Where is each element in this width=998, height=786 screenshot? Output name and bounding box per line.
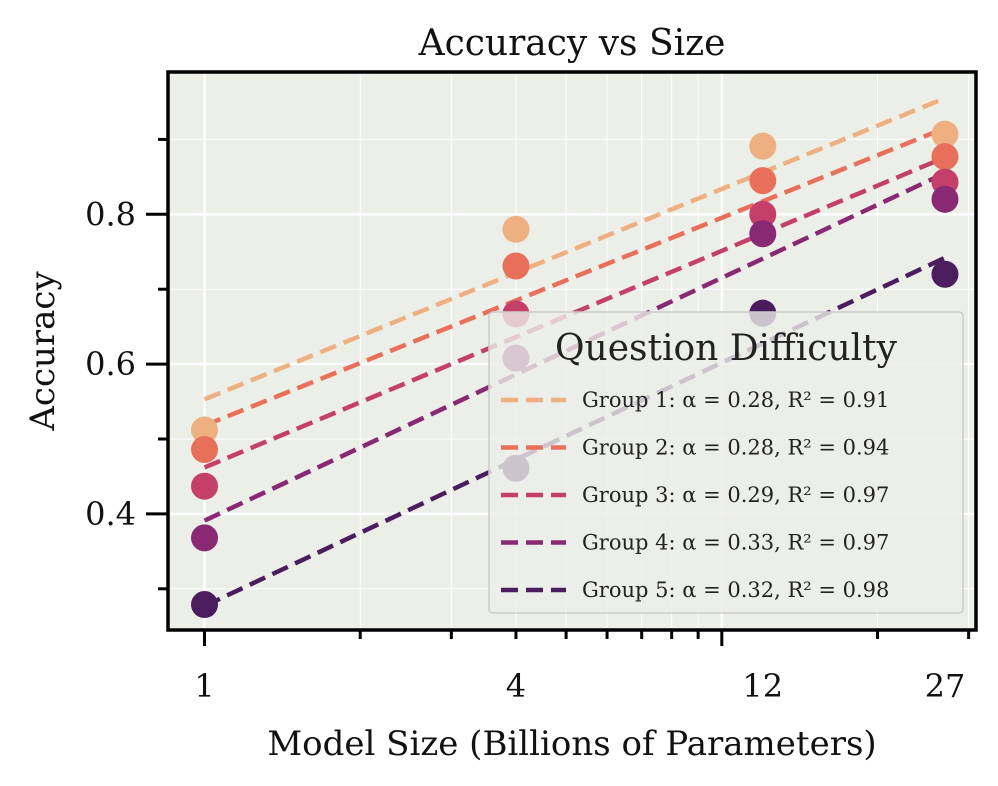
fit-line <box>203 96 946 402</box>
legend-items: Group 1: α = 0.28, R² = 0.91 Group 2: α =… <box>501 388 889 602</box>
data-point <box>191 591 219 619</box>
y-tick-label: 0.8 <box>85 195 136 233</box>
legend-title: Question Difficulty <box>555 328 898 369</box>
data-point <box>191 472 219 500</box>
y-axis-label: Accuracy <box>23 271 63 432</box>
y-tick-label: 0.4 <box>85 495 136 533</box>
x-tick-label: 4 <box>506 667 526 705</box>
data-point <box>191 416 219 444</box>
data-point <box>749 132 777 160</box>
x-tick-label: 1 <box>194 667 214 705</box>
data-point <box>749 200 777 228</box>
data-point <box>931 120 959 148</box>
x-axis-label: Model Size (Billions of Parameters) <box>267 724 876 764</box>
data-point <box>502 252 530 280</box>
data-point <box>191 524 219 552</box>
x-tick-label: 12 <box>742 667 783 705</box>
data-points <box>191 120 959 619</box>
data-point <box>502 215 530 243</box>
legend-label: Group 3: α = 0.29, R² = 0.97 <box>582 483 889 507</box>
data-point <box>931 185 959 213</box>
y-axis-ticks: 0.4 0.6 0.8 <box>85 137 168 591</box>
legend-box <box>488 311 964 614</box>
legend-label: Group 1: α = 0.28, R² = 0.91 <box>582 388 889 412</box>
x-axis-ticks: 1 4 12 27 <box>194 630 971 705</box>
x-tick-label: 27 <box>925 667 966 705</box>
legend-label: Group 4: α = 0.33, R² = 0.97 <box>582 531 889 555</box>
data-point <box>931 260 959 288</box>
chart-title: Accuracy vs Size <box>418 23 726 64</box>
legend: Question Difficulty Group 1: α = 0.28, R… <box>488 311 964 614</box>
legend-label: Group 5: α = 0.32, R² = 0.98 <box>582 578 889 602</box>
data-point <box>191 435 219 463</box>
data-point <box>749 167 777 195</box>
legend-label: Group 2: α = 0.28, R² = 0.94 <box>582 436 889 460</box>
fit-line <box>203 126 946 428</box>
plot-frame <box>166 70 978 632</box>
data-point <box>931 143 959 171</box>
y-tick-label: 0.6 <box>85 345 136 383</box>
data-point <box>749 220 777 248</box>
